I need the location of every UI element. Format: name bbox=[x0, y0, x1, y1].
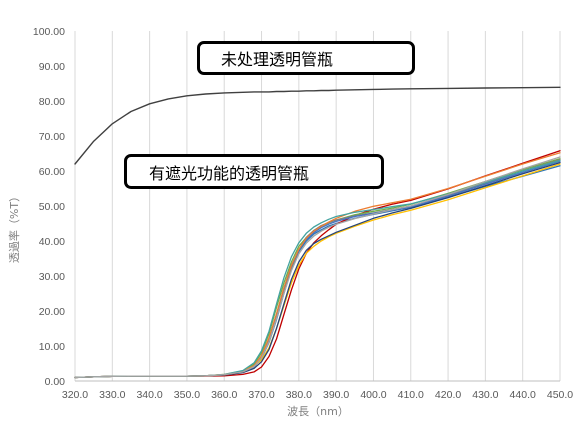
y-tick-label: 30.00 bbox=[39, 271, 65, 283]
x-tick-label: 430.0 bbox=[472, 389, 498, 401]
y-tick-label: 20.00 bbox=[39, 306, 65, 318]
annotation-light-shielding-vial: 有遮光功能的透明管瓶 bbox=[124, 154, 384, 189]
series-line-shielded-10 bbox=[74, 156, 561, 379]
y-tick-label: 70.00 bbox=[39, 131, 65, 143]
x-tick-label: 400.0 bbox=[360, 389, 386, 401]
annotation-untreated-vial-text: 未处理透明管瓶 bbox=[221, 50, 334, 69]
x-tick-label: 370.0 bbox=[248, 389, 274, 401]
chart-series bbox=[74, 86, 561, 379]
series-line-shielded-7 bbox=[74, 161, 561, 379]
series-line-shielded-4 bbox=[74, 159, 561, 379]
y-tick-label: 40.00 bbox=[39, 236, 65, 248]
series-line-shielded-6 bbox=[74, 160, 561, 379]
annotation-untreated-vial: 未处理透明管瓶 bbox=[197, 41, 415, 75]
y-axis-label: 透過率（%T） bbox=[7, 191, 21, 263]
y-axis-ticks: 0.00 10.00 20.00 30.00 40.00 50.00 60.00 70.00 8… bbox=[33, 26, 65, 388]
annotation-light-shielding-vial-text: 有遮光功能的透明管瓶 bbox=[149, 163, 310, 183]
y-tick-label: 60.00 bbox=[39, 166, 65, 178]
y-tick-label: 10.00 bbox=[39, 341, 65, 353]
series-line-untreated bbox=[74, 86, 561, 165]
series-line-shielded-5 bbox=[74, 163, 561, 379]
series-line-shielded-3 bbox=[74, 158, 561, 379]
x-tick-label: 450.0 bbox=[547, 389, 573, 401]
x-axis-ticks: 320.0 330.0 340.0 350.0 360.0 370.0 380.0 390.0… bbox=[62, 389, 573, 401]
x-tick-label: 340.0 bbox=[136, 389, 162, 401]
y-tick-label: 100.00 bbox=[33, 26, 65, 38]
y-tick-label: 80.00 bbox=[39, 96, 65, 108]
chart-gridlines bbox=[74, 31, 561, 381]
x-tick-label: 440.0 bbox=[510, 389, 536, 401]
x-tick-label: 350.0 bbox=[174, 389, 200, 401]
x-tick-label: 410.0 bbox=[398, 389, 424, 401]
y-tick-label: 50.00 bbox=[39, 201, 65, 213]
x-tick-label: 360.0 bbox=[211, 389, 237, 401]
x-tick-label: 320.0 bbox=[62, 389, 88, 401]
series-line-shielded-1 bbox=[74, 165, 561, 379]
x-tick-label: 420.0 bbox=[435, 389, 461, 401]
x-tick-label: 380.0 bbox=[286, 389, 312, 401]
series-line-shielded-9 bbox=[74, 159, 561, 379]
y-tick-label: 90.00 bbox=[39, 61, 65, 73]
x-tick-label: 330.0 bbox=[99, 389, 125, 401]
x-axis-label: 波長（nm） bbox=[287, 405, 349, 418]
y-tick-label: 0.00 bbox=[45, 376, 66, 388]
x-tick-label: 390.0 bbox=[323, 389, 349, 401]
